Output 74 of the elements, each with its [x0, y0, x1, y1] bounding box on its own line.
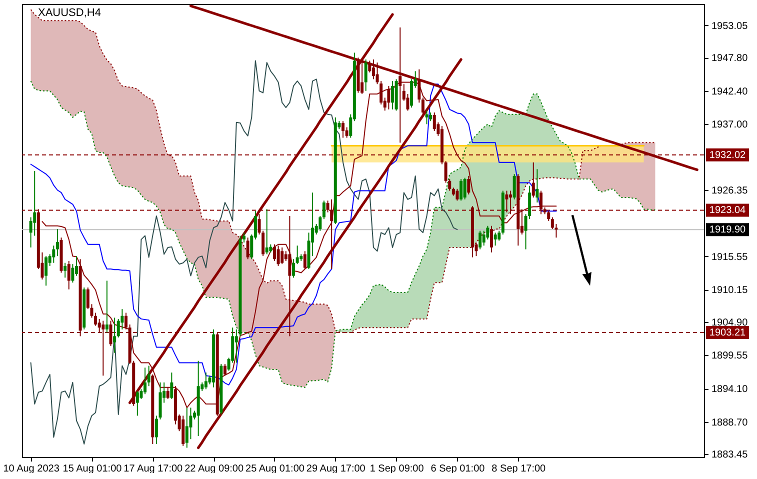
candlestick: [463, 177, 466, 200]
y-tick-label: 1899.55: [712, 350, 748, 362]
candlestick: [467, 175, 470, 195]
candlestick: [322, 200, 326, 220]
ref-line-label: 1932.02: [709, 150, 746, 161]
candlestick: [204, 372, 208, 390]
candlestick: [74, 256, 78, 276]
line-series: [30, 80, 656, 388]
candlestick: [113, 317, 116, 354]
candlestick: [536, 168, 539, 203]
y-tick-label: 1947.80: [712, 53, 748, 64]
candlestick: [223, 363, 226, 376]
candlestick: [105, 280, 108, 333]
candlestick: [482, 230, 486, 246]
candlestick: [166, 386, 170, 400]
y-tick-label: 1915.55: [712, 252, 748, 263]
candlestick: [425, 110, 428, 125]
candlestick: [242, 232, 246, 244]
candlestick: [372, 58, 375, 80]
candlestick: [52, 245, 56, 264]
candlestick: [456, 188, 459, 202]
y-tick-label: 1894.10: [712, 384, 748, 396]
candlestick: [136, 390, 139, 416]
candlestick: [154, 415, 158, 445]
candlestick: [303, 250, 306, 270]
y-tick-label: 1937.00: [712, 120, 748, 131]
candlestick: [280, 246, 284, 265]
candlestick: [512, 174, 516, 200]
candlestick: [258, 214, 261, 236]
candlestick: [391, 80, 394, 110]
candlestick: [478, 230, 482, 250]
candlestick: [144, 367, 147, 395]
y-tick-label: 1953.05: [712, 20, 748, 32]
candlestick: [360, 60, 364, 94]
candlestick: [272, 244, 276, 262]
candlestick: [532, 162, 535, 198]
candlestick: [147, 365, 150, 387]
candlestick: [56, 228, 59, 257]
candlestick: [71, 264, 74, 284]
y-tick-label: 1904.90: [712, 318, 748, 329]
candlestick: [276, 245, 280, 266]
chart-title: XAUUSD,H4: [38, 7, 101, 19]
candlestick: [64, 262, 67, 278]
y-tick-label: 1942.40: [712, 86, 748, 98]
candlestick: [292, 258, 296, 278]
candlestick: [364, 58, 368, 92]
candlestick: [490, 225, 493, 253]
candlestick: [460, 178, 463, 202]
candlestick: [185, 407, 188, 448]
candlestick: [124, 312, 128, 330]
candlestick: [318, 216, 322, 232]
candlestick: [94, 312, 98, 326]
candlestick: [170, 372, 174, 400]
line-series: [30, 60, 458, 445]
ref-line-label: 1919.90: [709, 224, 746, 236]
candlestick: [387, 85, 390, 110]
candlestick: [345, 126, 348, 138]
candlestick: [368, 60, 372, 73]
candlestick: [44, 256, 48, 286]
y-tick-label: 1883.45: [712, 450, 748, 461]
candlestick: [421, 97, 424, 115]
candlestick: [296, 245, 299, 265]
y-tick-label: 1910.15: [712, 285, 748, 296]
y-tick-label: 1888.70: [712, 417, 748, 428]
candlestick: [262, 230, 265, 257]
candlestick: [494, 232, 497, 246]
ref-line-label: 1923.04: [709, 205, 746, 216]
candlestick: [342, 120, 345, 138]
ref-line-label: 1903.21: [709, 327, 746, 338]
candlestick: [67, 260, 70, 290]
candlestick: [498, 230, 501, 242]
y-tick-label: 1926.35: [712, 185, 748, 196]
candlestick: [246, 237, 250, 260]
candlestick: [265, 208, 268, 255]
